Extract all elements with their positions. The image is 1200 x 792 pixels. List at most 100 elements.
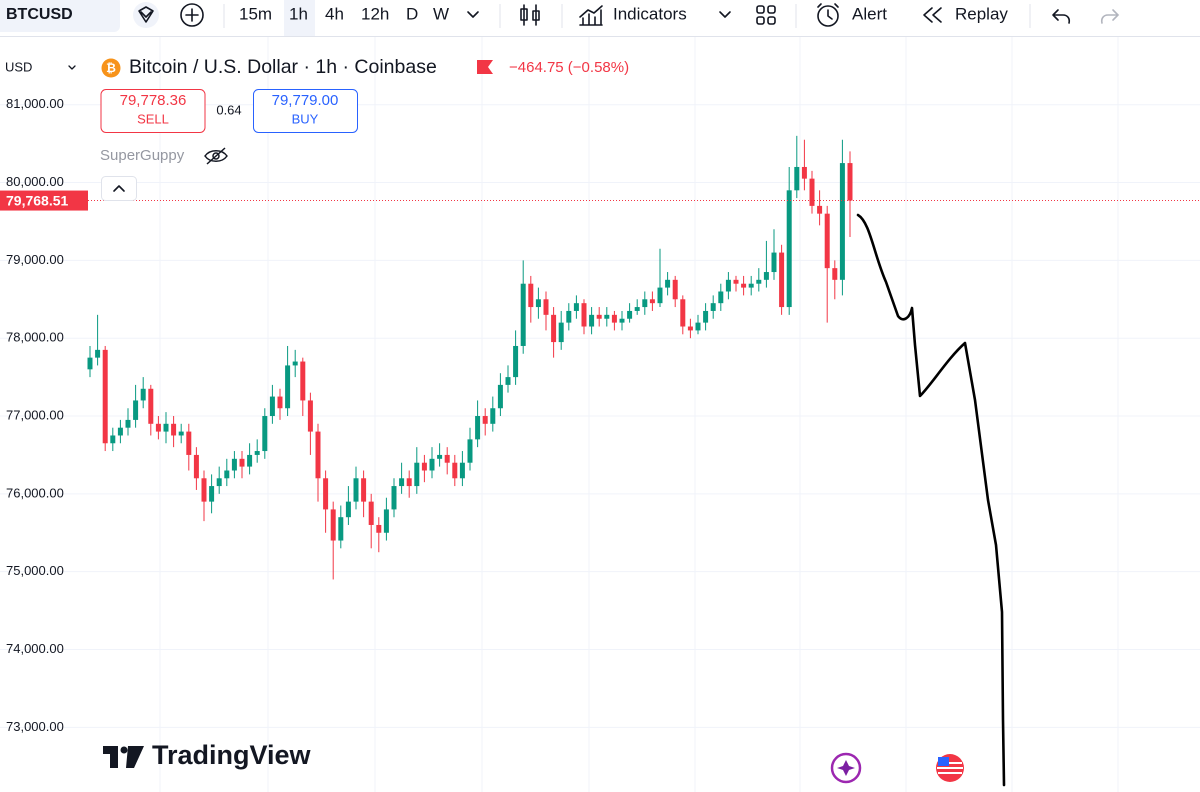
y-tick-label: 77,000.00 bbox=[6, 407, 64, 422]
interval[interactable]: 12h bbox=[361, 4, 389, 23]
candle-body bbox=[338, 517, 344, 541]
layout-button[interactable] bbox=[756, 5, 776, 25]
candle-body bbox=[809, 178, 815, 206]
toolbar: BTCUSD 15m 1h 4h 12h D W Indicators Aler… bbox=[0, 0, 1200, 37]
sell-label[interactable]: SELL bbox=[137, 111, 169, 126]
candle-body bbox=[657, 287, 663, 304]
market-flag-button[interactable] bbox=[936, 754, 964, 782]
candle-body bbox=[680, 299, 686, 327]
candle-body bbox=[383, 509, 389, 533]
interval[interactable]: 15m bbox=[239, 4, 272, 23]
candle-body bbox=[801, 166, 807, 179]
candle-body bbox=[839, 163, 845, 280]
currency-select[interactable]: USD bbox=[5, 59, 32, 74]
indicator-hidden-icon[interactable] bbox=[204, 147, 228, 165]
alert-icon[interactable] bbox=[817, 3, 839, 27]
candle-body bbox=[361, 478, 367, 502]
compare-button[interactable] bbox=[180, 3, 204, 27]
candle-body bbox=[748, 283, 754, 288]
indicators-dropdown[interactable] bbox=[719, 11, 731, 18]
candle-body bbox=[627, 310, 633, 319]
plot: 81,000.00 80,000.00 79,000.00 78,000.00 77,0… bbox=[0, 96, 1200, 734]
indicators-button[interactable]: Indicators bbox=[613, 4, 687, 23]
candle-body bbox=[573, 303, 579, 311]
candle-body bbox=[345, 501, 351, 518]
logo-mark bbox=[103, 746, 144, 768]
candle-body bbox=[140, 388, 146, 401]
candle-body bbox=[604, 314, 610, 319]
candle-body bbox=[444, 454, 450, 463]
candle-body bbox=[155, 423, 161, 432]
candle-body bbox=[102, 349, 108, 444]
candle-body bbox=[490, 408, 496, 424]
assistant-button[interactable] bbox=[830, 752, 862, 784]
buy-label[interactable]: BUY bbox=[292, 111, 319, 126]
y-tick-label: 75,000.00 bbox=[6, 563, 64, 578]
indicator-name[interactable]: SuperGuppy bbox=[100, 147, 185, 164]
candle-body bbox=[178, 431, 184, 436]
symbol[interactable]: BTCUSD bbox=[6, 6, 73, 23]
candle-body bbox=[528, 283, 534, 308]
candle-body bbox=[505, 377, 511, 385]
currency-dropdown[interactable] bbox=[68, 65, 76, 70]
candle-body bbox=[323, 478, 329, 510]
candle-body bbox=[254, 451, 260, 455]
candle-body bbox=[611, 314, 617, 323]
candle-body bbox=[110, 435, 116, 444]
candle-body bbox=[429, 458, 435, 471]
candle-body bbox=[482, 416, 488, 424]
alert-button[interactable]: Alert bbox=[852, 4, 887, 23]
collapse-legend[interactable] bbox=[101, 176, 137, 201]
candle-body bbox=[292, 361, 298, 366]
candle-body bbox=[421, 462, 427, 471]
candle-body bbox=[452, 462, 458, 479]
candle-body bbox=[817, 205, 823, 214]
y-tick-label: 81,000.00 bbox=[6, 96, 64, 111]
plot-grid bbox=[159, 37, 1119, 792]
replay-icon[interactable] bbox=[923, 7, 942, 23]
replay-button[interactable]: Replay bbox=[955, 4, 1008, 23]
candle-body bbox=[437, 454, 443, 459]
y-tick-label: 73,000.00 bbox=[6, 719, 64, 734]
redo-button[interactable] bbox=[1100, 9, 1120, 24]
candle-body bbox=[193, 454, 199, 479]
candle-body bbox=[710, 303, 716, 311]
candle-body bbox=[535, 299, 541, 308]
candle-body bbox=[779, 252, 785, 308]
interval[interactable]: 4h bbox=[325, 4, 344, 23]
candle-body bbox=[391, 486, 397, 510]
candle-body bbox=[376, 524, 382, 533]
candle-body bbox=[649, 299, 655, 304]
candle-body bbox=[117, 427, 123, 436]
y-tick-label: 74,000.00 bbox=[6, 641, 64, 656]
indicators-icon[interactable] bbox=[579, 5, 603, 26]
interval[interactable]: W bbox=[433, 4, 449, 23]
market-closed-flag bbox=[477, 60, 493, 74]
candle-body bbox=[687, 326, 693, 331]
candle-body bbox=[497, 384, 503, 409]
sell-button[interactable] bbox=[100, 89, 206, 133]
candle-body bbox=[262, 416, 268, 452]
candle-body bbox=[786, 190, 792, 308]
interval[interactable]: D bbox=[406, 4, 418, 23]
undo-button[interactable] bbox=[1052, 9, 1071, 24]
collapse-chevron[interactable] bbox=[113, 185, 125, 192]
candle-body bbox=[95, 349, 101, 358]
buy-button[interactable] bbox=[253, 89, 358, 133]
candle-body bbox=[725, 279, 731, 292]
symbol-icon[interactable] bbox=[133, 2, 159, 28]
interval-dropdown[interactable] bbox=[467, 11, 479, 18]
candle-body bbox=[543, 299, 549, 315]
interval[interactable]: 1h bbox=[289, 4, 308, 23]
sell-price[interactable]: 79,778.36 bbox=[120, 92, 187, 109]
symbol-search[interactable] bbox=[0, 0, 120, 32]
buy-price[interactable]: 79,779.00 bbox=[272, 92, 339, 109]
chart-type-button[interactable] bbox=[520, 4, 540, 26]
symbol-title: Bitcoin / U.S. Dollar · 1h · Coinbase bbox=[129, 56, 437, 78]
candle-body bbox=[741, 283, 747, 288]
candle-body bbox=[763, 272, 769, 280]
candle-body bbox=[307, 400, 313, 432]
candle-body bbox=[247, 454, 253, 467]
